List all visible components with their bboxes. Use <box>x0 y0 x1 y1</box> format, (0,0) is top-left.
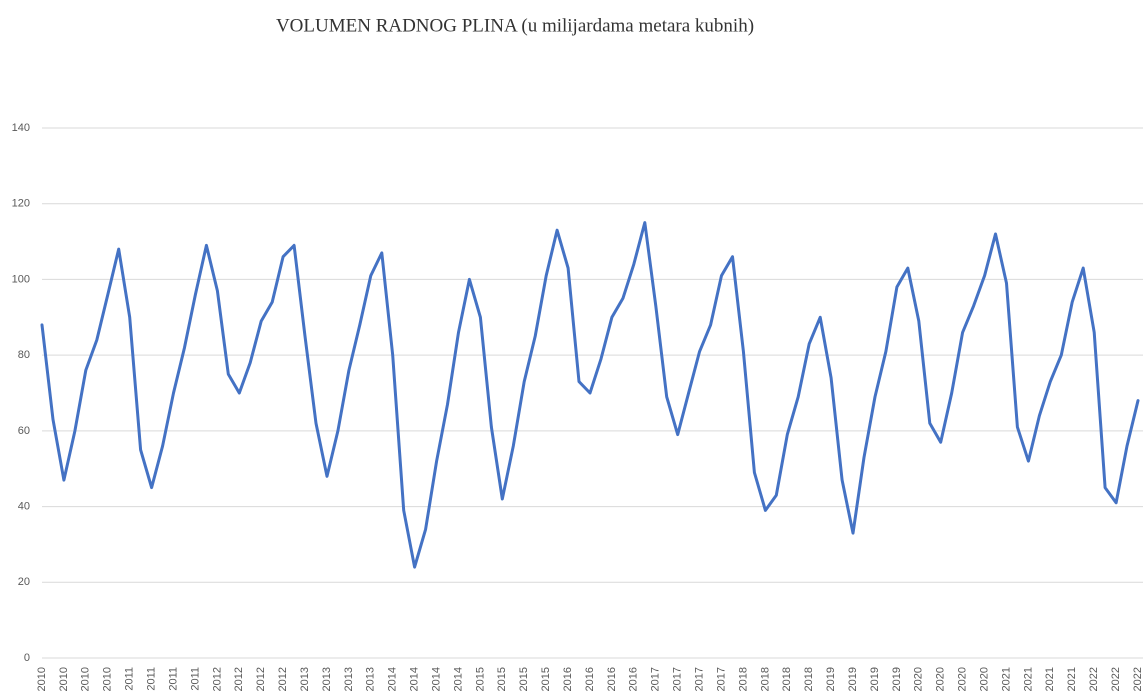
x-tick-label: 2016 <box>628 667 640 691</box>
x-tick-label: 2022 <box>1088 667 1100 691</box>
x-tick-label: 2017 <box>672 667 684 691</box>
x-tick-label: 2013 <box>299 667 311 691</box>
y-tick-label: 100 <box>12 273 30 285</box>
y-tick-label: 40 <box>18 500 30 512</box>
x-tick-label: 2010 <box>80 667 92 691</box>
x-tick-label: 2011 <box>189 667 201 691</box>
x-tick-label: 2017 <box>694 667 706 691</box>
x-tick-label: 2016 <box>562 667 574 691</box>
x-tick-label: 2014 <box>409 667 421 691</box>
x-tick-label: 2011 <box>124 667 136 691</box>
x-tick-label: 2018 <box>803 667 815 691</box>
x-tick-label: 2014 <box>387 667 399 691</box>
x-tick-label: 2021 <box>1000 667 1012 691</box>
x-tick-label: 2010 <box>36 667 48 691</box>
x-tick-label: 2016 <box>584 667 596 691</box>
x-tick-label: 2020 <box>913 667 925 691</box>
x-tick-label: 2015 <box>496 667 508 691</box>
x-tick-label: 2014 <box>430 667 442 691</box>
x-tick-label: 2012 <box>233 667 245 691</box>
x-tick-label: 2012 <box>277 667 289 691</box>
chart-title: VOLUMEN RADNOG PLINA (u milijardama meta… <box>276 15 754 36</box>
x-tick-label: 2021 <box>1044 667 1056 691</box>
x-tick-label: 2019 <box>847 667 859 691</box>
x-tick-label: 2014 <box>452 667 464 691</box>
line-series <box>40 221 1140 569</box>
x-tick-label: 2013 <box>321 667 333 691</box>
y-tick-label: 60 <box>18 425 30 437</box>
x-tick-label: 2010 <box>58 667 70 691</box>
x-tick-label: 2013 <box>365 667 377 691</box>
x-tick-label: 2020 <box>978 667 990 691</box>
x-tick-label: 2021 <box>1022 667 1034 691</box>
x-tick-label: 2018 <box>759 667 771 691</box>
y-tick-label: 0 <box>24 652 30 664</box>
x-tick-label: 2012 <box>211 667 223 691</box>
x-tick-label: 2015 <box>474 667 486 691</box>
x-tick-label: 2016 <box>606 667 618 691</box>
x-tick-label: 2020 <box>935 667 947 691</box>
x-tick-label: 2022 <box>1132 667 1143 691</box>
y-tick-label: 120 <box>12 198 30 210</box>
x-tick-label: 2019 <box>825 667 837 691</box>
x-tick-label: 2010 <box>102 667 114 691</box>
x-tick-label: 2021 <box>1066 667 1078 691</box>
x-tick-label: 2011 <box>146 667 158 691</box>
x-tick-label: 2017 <box>715 667 727 691</box>
x-tick-label: 2013 <box>343 667 355 691</box>
x-tick-label: 2015 <box>540 667 552 691</box>
x-tick-label: 2019 <box>891 667 903 691</box>
x-tick-label: 2018 <box>781 667 793 691</box>
x-tick-label: 2020 <box>957 667 969 691</box>
x-tick-label: 2018 <box>737 667 749 691</box>
x-tick-label: 2022 <box>1110 667 1122 691</box>
y-tick-label: 20 <box>18 576 30 588</box>
x-tick-label: 2017 <box>650 667 662 691</box>
x-tick-label: 2012 <box>255 667 267 691</box>
y-tick-label: 80 <box>18 349 30 361</box>
y-tick-label: 140 <box>12 122 30 134</box>
x-tick-label: 2019 <box>869 667 881 691</box>
x-tick-label: 2011 <box>167 667 179 691</box>
x-tick-label: 2015 <box>518 667 530 691</box>
